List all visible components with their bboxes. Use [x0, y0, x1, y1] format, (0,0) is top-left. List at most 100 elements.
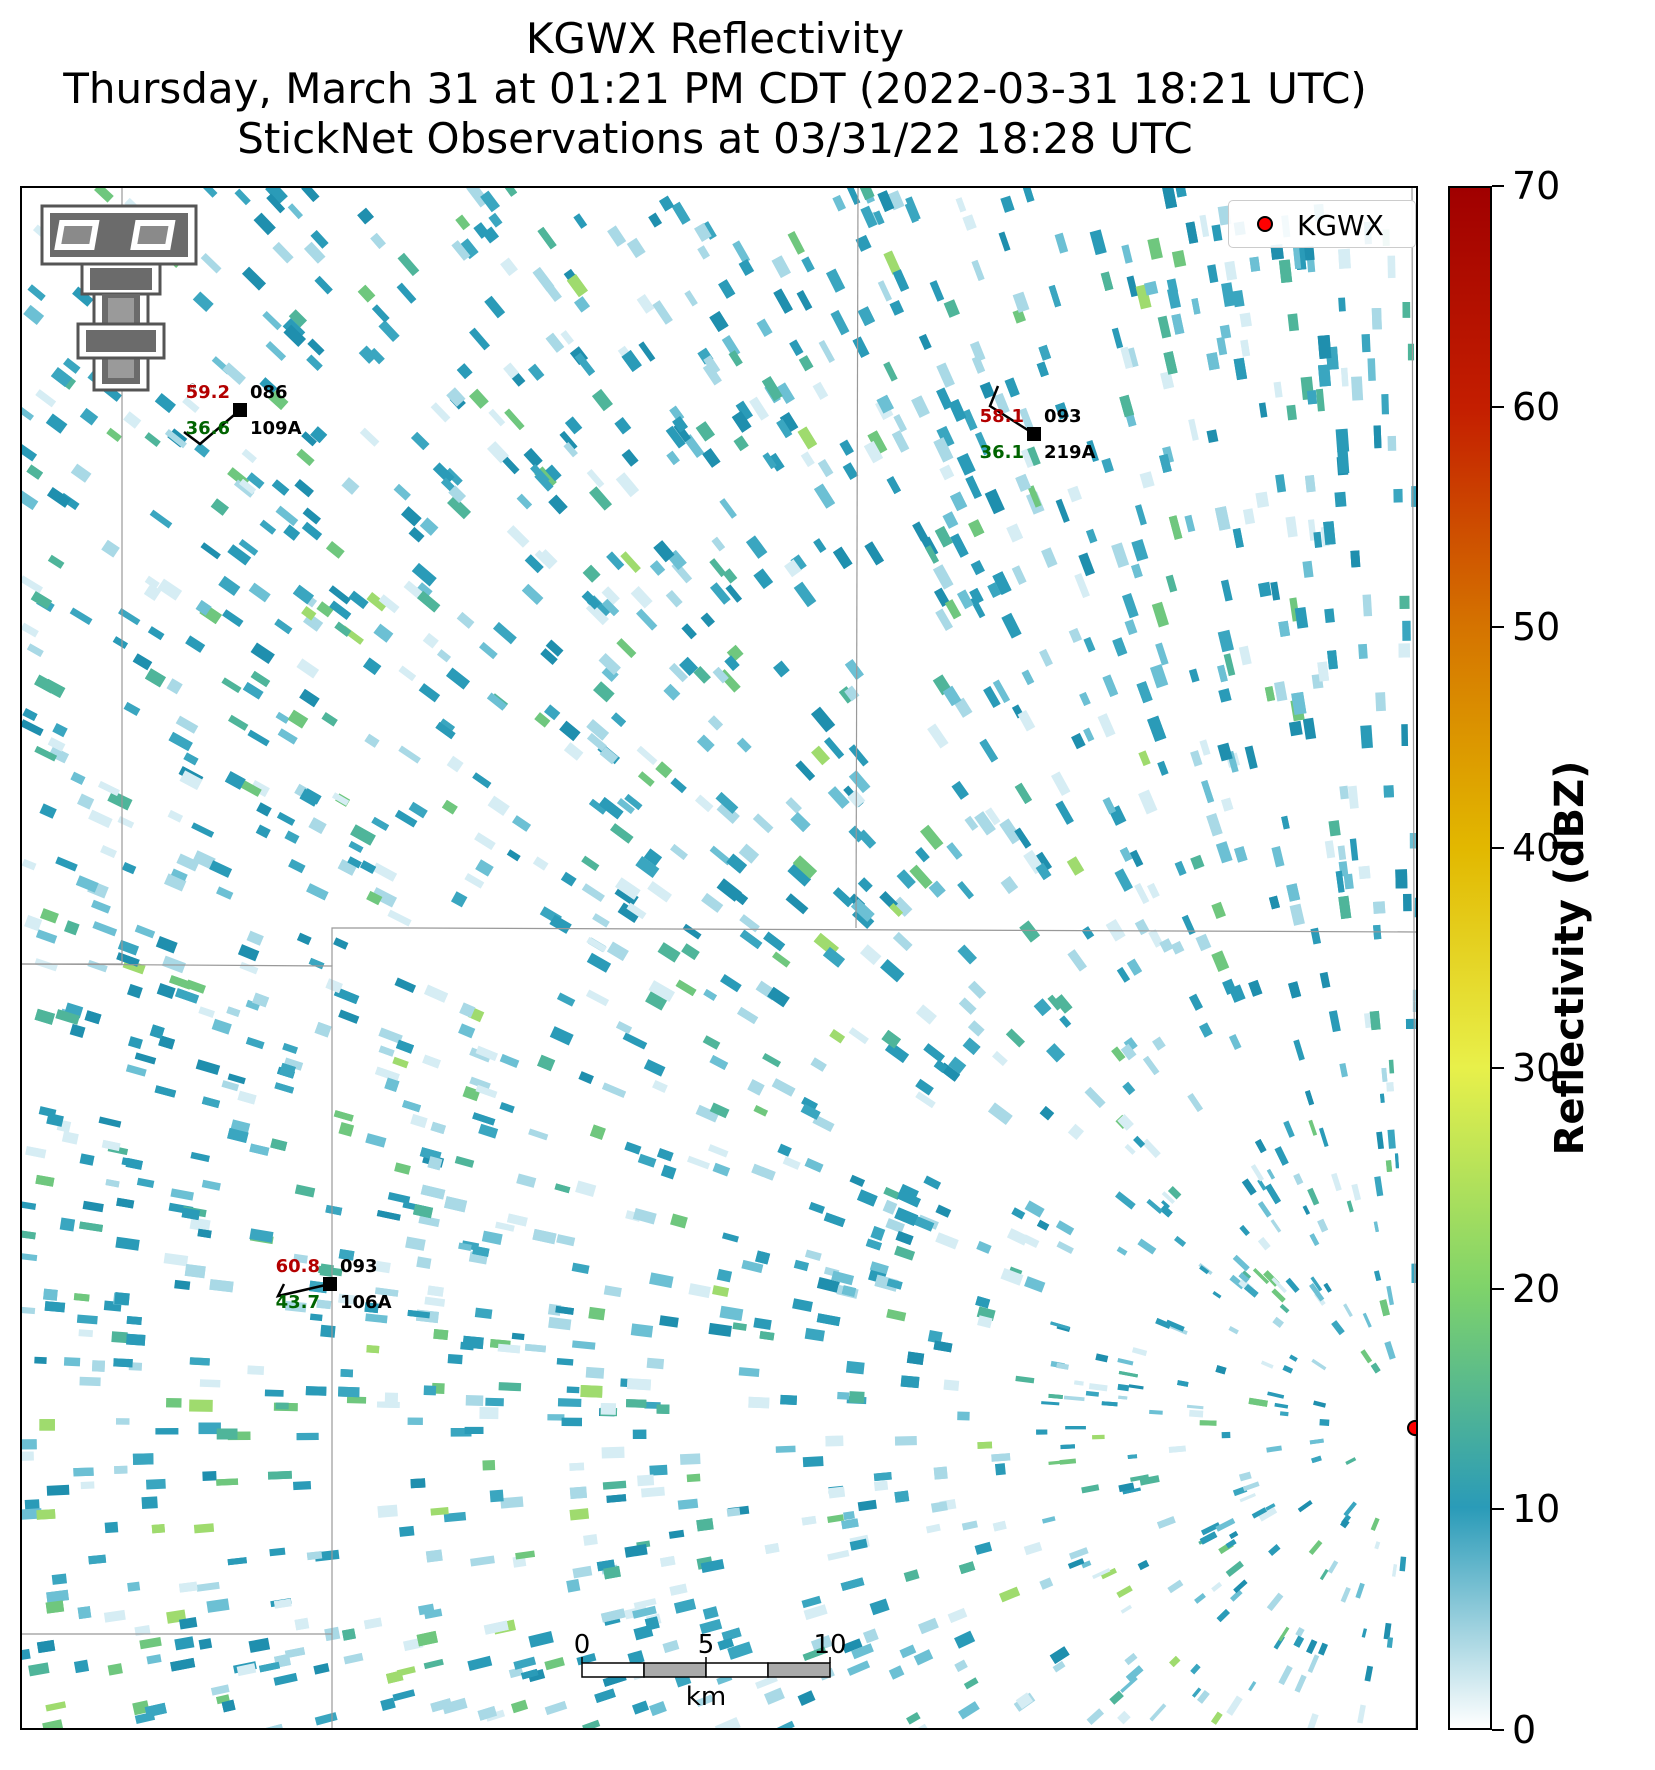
- reflectivity-gate: [964, 815, 979, 831]
- reflectivity-gate: [900, 1375, 920, 1389]
- reflectivity-gate: [255, 824, 271, 839]
- reflectivity-gate: [934, 526, 953, 548]
- reflectivity-gate: [659, 1315, 679, 1328]
- reflectivity-gate: [424, 984, 449, 1003]
- reflectivity-gate: [1159, 1204, 1173, 1218]
- reflectivity-gate: [1015, 1375, 1035, 1384]
- reflectivity-gate: [702, 362, 722, 386]
- station-id: 106A: [340, 1292, 392, 1313]
- reflectivity-gate: [376, 1210, 401, 1221]
- reflectivity-gate: [484, 295, 506, 319]
- reflectivity-gate: [1006, 523, 1024, 543]
- reflectivity-gate: [695, 1694, 714, 1707]
- reflectivity-gate: [241, 266, 267, 291]
- reflectivity-gate: [1218, 688, 1232, 703]
- reflectivity-gate: [227, 714, 249, 731]
- reflectivity-gate: [733, 435, 749, 452]
- reflectivity-gate: [566, 1578, 581, 1593]
- reflectivity-gate: [736, 737, 752, 753]
- reflectivity-gate: [55, 1009, 80, 1025]
- reflectivity-gate: [1241, 1178, 1257, 1196]
- reflectivity-gate: [250, 780, 270, 798]
- reflectivity-gate: [1171, 313, 1185, 335]
- reflectivity-gate: [512, 815, 531, 832]
- reflectivity-gate: [869, 1261, 889, 1275]
- reflectivity-gate: [695, 794, 714, 813]
- reflectivity-gate: [601, 665, 619, 683]
- reflectivity-gate: [773, 660, 790, 678]
- reflectivity-gate: [869, 1598, 890, 1616]
- reflectivity-gate: [942, 511, 959, 529]
- reflectivity-gate: [1207, 264, 1219, 284]
- reflectivity-gate: [94, 188, 114, 203]
- reflectivity-gate: [915, 847, 930, 863]
- reflectivity-gate: [1309, 1438, 1324, 1445]
- reflectivity-gate: [259, 1723, 284, 1728]
- plot-title: KGWX Reflectivity: [525, 14, 905, 63]
- reflectivity-gate: [372, 862, 398, 882]
- reflectivity-gate: [475, 859, 494, 877]
- reflectivity-gate: [557, 1398, 582, 1408]
- reflectivity-gate: [1383, 1622, 1392, 1640]
- reflectivity-gate: [632, 1605, 657, 1619]
- station-marker: [1027, 427, 1041, 441]
- reflectivity-gate: [1275, 474, 1287, 493]
- reflectivity-gate: [894, 1435, 917, 1446]
- county-boundaries: [22, 188, 1416, 1728]
- reflectivity-gate: [974, 811, 996, 836]
- reflectivity-gate: [495, 1221, 515, 1232]
- reflectivity-gate: [1293, 246, 1302, 270]
- reflectivity-gate: [1242, 1481, 1260, 1492]
- reflectivity-gate: [427, 1285, 444, 1297]
- reflectivity-gate: [1317, 661, 1330, 682]
- reflectivity-gate: [581, 883, 605, 903]
- reflectivity-gate: [812, 381, 829, 400]
- reflectivity-gate: [195, 1059, 221, 1076]
- reflectivity-gate: [423, 1658, 444, 1670]
- reflectivity-gate: [206, 1598, 230, 1613]
- reflectivity-gate: [1112, 637, 1128, 657]
- reflectivity-gate: [948, 399, 967, 422]
- reflectivity-gate: [801, 1096, 818, 1111]
- reflectivity-gate: [1143, 280, 1159, 296]
- reflectivity-gate: [337, 859, 357, 876]
- reflectivity-gate: [804, 1249, 822, 1261]
- reflectivity-gate: [816, 1276, 840, 1293]
- reflectivity-gate: [544, 1657, 565, 1671]
- reflectivity-gate: [828, 1486, 846, 1499]
- reflectivity-gate: [1244, 745, 1258, 770]
- reflectivity-gate: [751, 1163, 776, 1181]
- reflectivity-gate: [968, 519, 985, 538]
- reflectivity-gate: [782, 1156, 801, 1170]
- reflectivity-gate: [841, 1518, 859, 1530]
- reflectivity-gate: [55, 856, 78, 872]
- reflectivity-gate: [79, 407, 99, 426]
- reflectivity-gate: [601, 1082, 627, 1098]
- reflectivity-gate: [586, 602, 609, 626]
- reflectivity-gate: [627, 1650, 645, 1666]
- reflectivity-gate: [974, 431, 991, 456]
- reflectivity-gate: [198, 1006, 215, 1018]
- reflectivity-gate: [607, 225, 627, 247]
- reflectivity-gate: [1055, 800, 1074, 825]
- reflectivity-gate: [76, 1314, 98, 1325]
- reflectivity-gate: [284, 830, 300, 844]
- reflectivity-gate: [506, 525, 530, 548]
- reflectivity-gate: [328, 585, 351, 605]
- reflectivity-gate: [643, 1059, 666, 1077]
- reflectivity-gate: [944, 599, 962, 620]
- reflectivity-gate: [1392, 1564, 1398, 1577]
- texas-tech-double-t-logo: ®: [40, 204, 198, 393]
- reflectivity-gate: [395, 1039, 415, 1054]
- reflectivity-gate: [1067, 485, 1083, 503]
- reflectivity-gate: [1358, 865, 1371, 880]
- reflectivity-gate: [673, 1598, 697, 1614]
- reflectivity-gate: [306, 1551, 323, 1561]
- reflectivity-gate: [39, 1419, 55, 1431]
- reflectivity-gate: [882, 1199, 898, 1215]
- reflectivity-gate: [644, 1401, 661, 1409]
- reflectivity-gate: [1309, 1282, 1325, 1302]
- reflectivity-gate: [1199, 1420, 1217, 1426]
- reflectivity-gate: [969, 587, 984, 605]
